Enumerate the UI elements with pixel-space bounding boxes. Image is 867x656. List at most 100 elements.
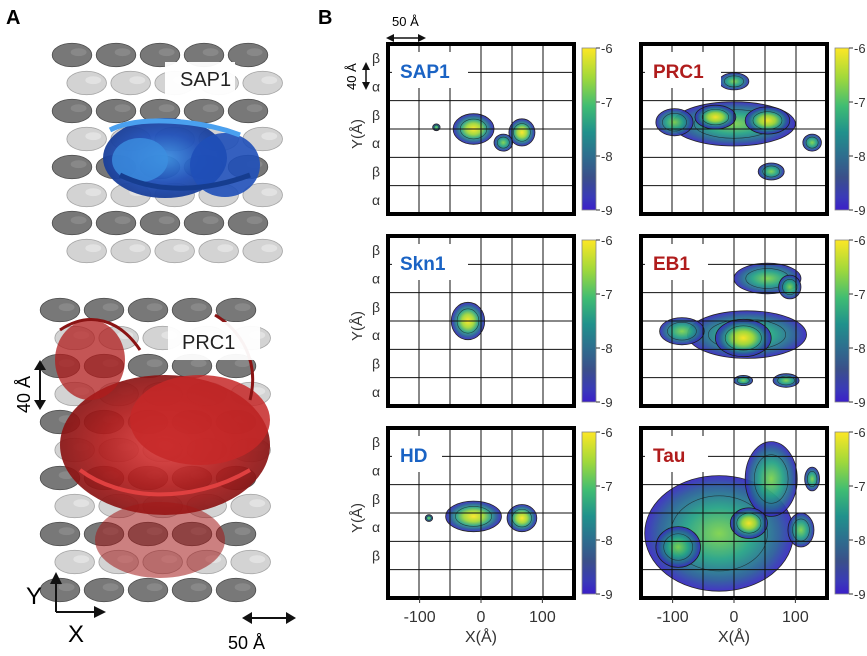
tubulin-subunit — [230, 493, 271, 519]
tubulin-highlight — [70, 160, 87, 169]
tubulin-subunit — [127, 297, 169, 323]
tubulin-subunit — [171, 577, 213, 603]
density-region — [694, 104, 737, 130]
x-tick-label: 0 — [477, 609, 486, 626]
tubulin-highlight — [114, 104, 131, 113]
tubulin-subunit — [66, 238, 107, 264]
lattice-row-label: β — [372, 491, 380, 507]
colorbar-tick-label: -6 — [854, 425, 866, 440]
map-name-box — [392, 436, 442, 472]
density-contour — [663, 533, 694, 561]
tubulin-highlight — [158, 48, 175, 57]
density-region — [508, 118, 536, 147]
colorbar-tick-label: -9 — [854, 203, 866, 218]
density-region — [659, 317, 705, 346]
tubulin-highlight — [249, 555, 266, 564]
density-contour — [753, 454, 789, 504]
map-name-box — [645, 52, 721, 88]
y-axis-title: Y(Å) — [349, 503, 366, 533]
colorbar-tick-label: -8 — [601, 533, 613, 548]
colorbar-tick-label: -7 — [601, 287, 613, 302]
density-region — [445, 500, 502, 533]
density-region — [802, 133, 822, 152]
y-scale-arrow — [34, 360, 46, 410]
tubulin-subunit — [95, 42, 137, 68]
x-tick-label: 0 — [730, 609, 739, 626]
tubulin-subunit — [242, 70, 283, 96]
lattice-row-label: α — [372, 463, 380, 479]
map-name-hd: HD — [400, 446, 427, 467]
tubulin-subunit — [227, 98, 269, 124]
lattice-row-label: β — [372, 299, 380, 315]
tubulin-subunit — [54, 493, 95, 519]
tubulin-highlight — [246, 216, 263, 225]
x-scale-arrow — [242, 612, 296, 624]
map-name-box — [645, 244, 708, 280]
tubulin-highlight — [129, 244, 146, 253]
tubulin-highlight — [158, 216, 175, 225]
colorbar-tick-label: -8 — [601, 149, 613, 164]
tubulin-subunit — [183, 98, 225, 124]
x-axis-title: X(Å) — [465, 627, 497, 646]
density-contour — [806, 470, 818, 488]
tubulin-highlight — [70, 104, 87, 113]
tubulin-subunit — [95, 98, 137, 124]
colorbar-tick-label: -7 — [854, 479, 866, 494]
tubulin-highlight — [85, 132, 102, 141]
map-name-box — [392, 52, 468, 88]
map-frame — [639, 234, 829, 408]
tubulin-highlight — [249, 499, 266, 508]
lattice-row-label: α — [372, 327, 380, 343]
tubulin-subunit — [95, 210, 137, 236]
colorbar — [834, 47, 850, 211]
density-contour — [724, 325, 762, 351]
tubulin-subunit — [51, 154, 93, 180]
density-contour — [662, 113, 687, 132]
tubulin-subunit — [154, 238, 195, 264]
axis-x-letter: X — [68, 621, 84, 648]
colorbar-tick-label: -8 — [601, 341, 613, 356]
tubulin-subunit — [183, 210, 225, 236]
tubulin-highlight — [202, 48, 219, 57]
x-tick-label: -100 — [404, 609, 436, 626]
tubulin-highlight — [129, 76, 146, 85]
tubulin-highlight — [146, 359, 163, 368]
colorbar-tick-label: -7 — [601, 479, 613, 494]
colorbar — [581, 239, 597, 403]
colorbar-tick-label: -6 — [601, 233, 613, 248]
tubulin-highlight — [114, 48, 131, 57]
colorbar-tick-label: -6 — [601, 425, 613, 440]
colorbar-tick-label: -6 — [601, 41, 613, 56]
colorbar-tick-label: -8 — [854, 149, 866, 164]
tubulin-subunit — [242, 238, 283, 264]
tubulin-highlight — [202, 216, 219, 225]
tubulin-highlight — [246, 104, 263, 113]
panel-b-label: B — [318, 7, 332, 29]
tubulin-highlight — [70, 216, 87, 225]
lattice-row-label: α — [372, 519, 380, 535]
x-tick-label: 100 — [529, 609, 556, 626]
lattice-row-label: α — [372, 271, 380, 287]
tubulin-highlight — [190, 583, 207, 592]
colorbar-tick-label: -6 — [854, 41, 866, 56]
map-name-eb1: EB1 — [653, 254, 690, 275]
tubulin-highlight — [190, 359, 207, 368]
tubulin-highlight — [234, 359, 251, 368]
xy-axes-icon — [50, 572, 106, 618]
tubulin-highlight — [73, 499, 90, 508]
map-y-scale-label: 40 Å — [344, 63, 359, 90]
tubulin-highlight — [261, 76, 278, 85]
map-x-scale-arrow — [386, 34, 426, 42]
density-map-tau: Tau -6 -7 -8 -9 — [639, 425, 866, 602]
tubulin-subunit — [51, 210, 93, 236]
density-region — [778, 274, 802, 300]
lattice-row-label: α — [372, 384, 380, 400]
density-contour — [433, 124, 440, 130]
tubulin-highlight — [85, 188, 102, 197]
density-contour — [455, 506, 492, 527]
density-region — [744, 106, 791, 135]
tubulin-highlight — [85, 244, 102, 253]
tubulin-highlight — [190, 303, 207, 312]
lattice-row-label: β — [372, 548, 380, 564]
